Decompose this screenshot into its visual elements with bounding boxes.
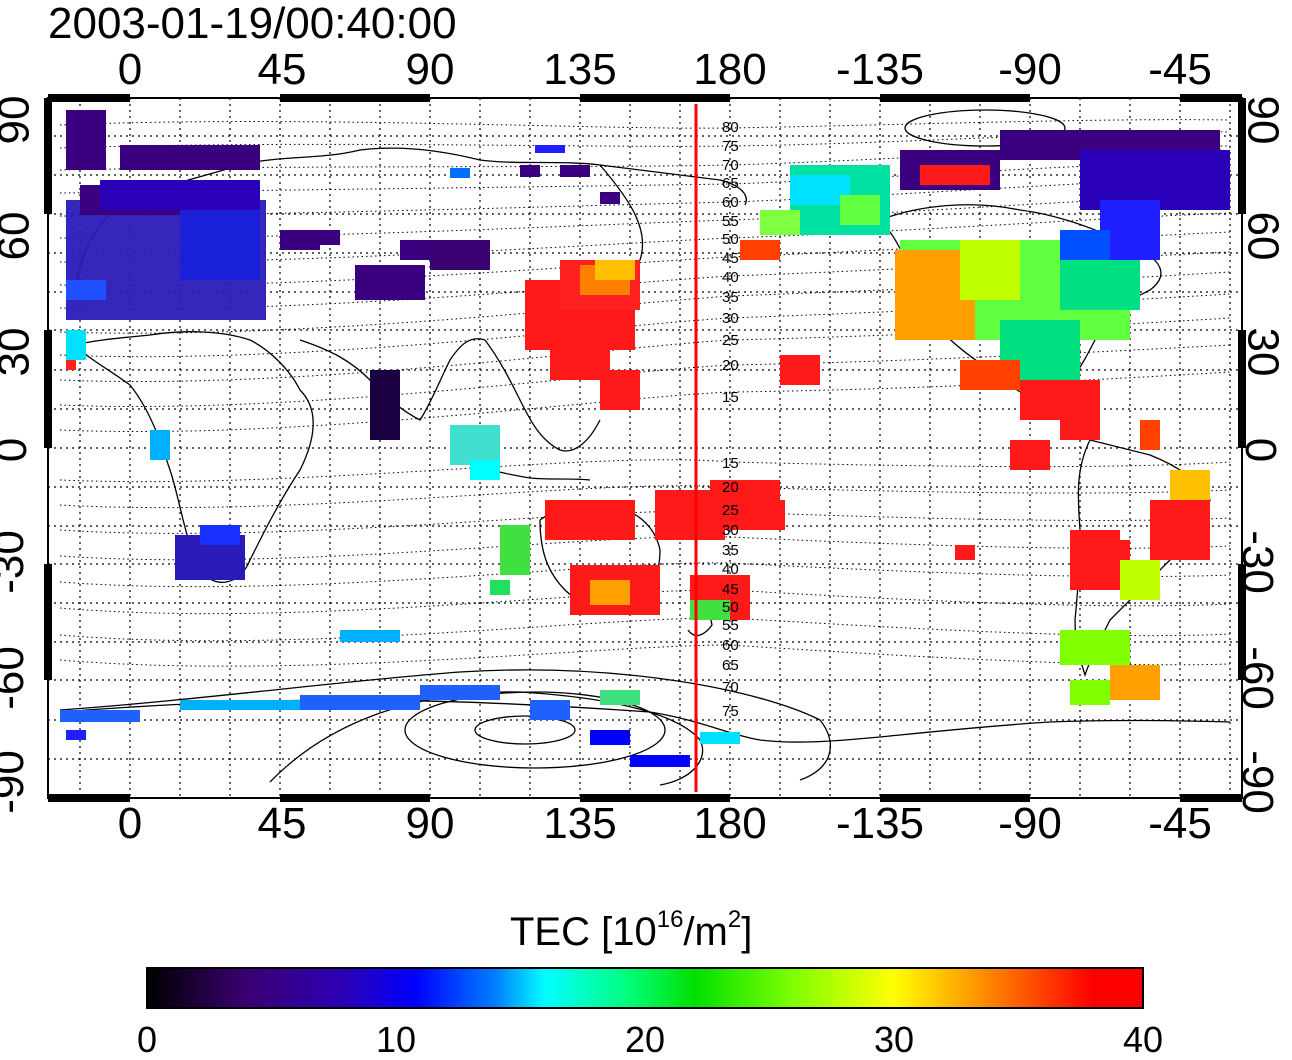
bottom-lon-label: 45 [257,799,307,848]
contour-label: 60 [722,194,739,211]
top-lon-label: 0 [117,45,143,94]
colorbar-title-exponent-1: 16 [656,906,684,933]
colorbar-tick-label: 0 [136,1019,158,1060]
bottom-lon-label: -135 [835,799,925,848]
contour-label: 60 [722,637,739,654]
bottom-lon-label: 0 [117,799,143,848]
top-lon-label: 180 [693,45,767,94]
top-lon-label: -135 [835,45,925,94]
contour-label: 70 [722,157,739,174]
colorbar-title-main: TEC [10 [510,910,657,954]
bottom-lon-label: 90 [405,799,455,848]
contour-label: 75 [722,703,739,720]
contour-label: 40 [722,269,739,286]
contour-label: 20 [722,479,739,496]
top-lon-label: 90 [405,45,455,94]
contour-label: 65 [722,657,739,674]
colorbar-title-mid: /m [683,910,728,954]
colorbar-tick-label: 10 [375,1019,417,1060]
contour-label: 25 [722,502,739,519]
contour-label: 55 [722,213,739,230]
top-lon-label: 45 [257,45,307,94]
colorbar-title-end: ] [741,910,753,954]
polar-contours [59,109,1066,786]
contour-label: 15 [722,455,739,472]
map-title: 2003-01-19/00:40:00 [48,0,457,48]
contour-label: 30 [722,522,739,539]
bottom-lon-label: 180 [693,799,767,848]
contour-labels: 80 75 70 65 60 55 50 45 40 35 30 25 20 1… [722,119,739,720]
colorbar-title-exponent-2: 2 [727,906,742,933]
colorbar-tick-label: 20 [624,1019,666,1060]
contour-label: 15 [722,389,739,406]
top-lon-label: -90 [998,45,1062,94]
contour-label: 25 [722,332,739,349]
contour-label: 50 [722,599,739,616]
contour-label: 55 [722,617,739,634]
colorbar-tick-label: 40 [1122,1019,1164,1060]
bottom-lon-label: 135 [543,799,617,848]
colorbar-title: TEC [1016/m2] [510,908,752,956]
colorbar-tick-label: 30 [873,1019,915,1060]
contour-label: 35 [722,289,739,306]
contour-label: 50 [722,231,739,248]
contour-label: 80 [722,119,739,136]
contour-label: 45 [722,250,739,267]
contour-label: 40 [722,561,739,578]
contour-label: 20 [722,357,739,374]
colorbar [146,967,1144,1009]
top-lon-label: 135 [543,45,617,94]
frame-border-bars [44,94,1246,802]
contour-label: 30 [722,310,739,327]
contour-label: 70 [722,679,739,696]
bottom-lon-label: -90 [998,799,1062,848]
contour-label: 65 [722,175,739,192]
contour-label: 35 [722,542,739,559]
contour-label: 75 [722,138,739,155]
bottom-lon-label: -45 [1148,799,1212,848]
contour-label: 45 [722,581,739,598]
tec-world-map: 80 75 70 65 60 55 50 45 40 35 30 25 20 1… [44,94,1246,802]
top-lon-label: -45 [1148,45,1212,94]
tec-data-patches [60,110,1230,767]
